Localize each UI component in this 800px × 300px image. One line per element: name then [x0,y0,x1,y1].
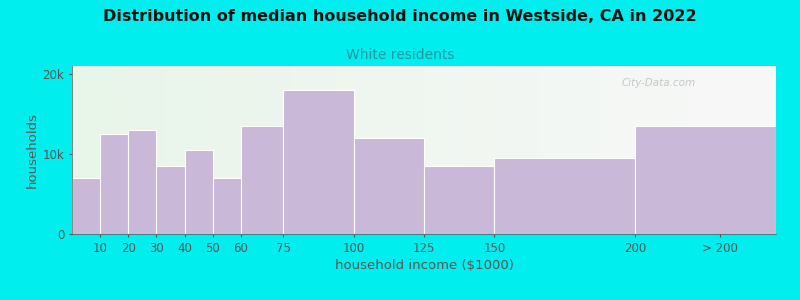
Text: Distribution of median household income in Westside, CA in 2022: Distribution of median household income … [103,9,697,24]
Bar [354,138,424,234]
Bar [283,90,354,234]
Bar [241,126,283,234]
Bar [213,178,241,234]
Bar [72,178,100,234]
Y-axis label: households: households [26,112,38,188]
X-axis label: household income ($1000): household income ($1000) [334,259,514,272]
Text: City-Data.com: City-Data.com [621,78,695,88]
Bar [494,158,635,234]
Bar [424,166,494,234]
Text: White residents: White residents [346,48,454,62]
Bar [157,166,185,234]
Bar [635,126,776,234]
Bar [128,130,157,234]
Bar [185,150,213,234]
Bar [100,134,128,234]
